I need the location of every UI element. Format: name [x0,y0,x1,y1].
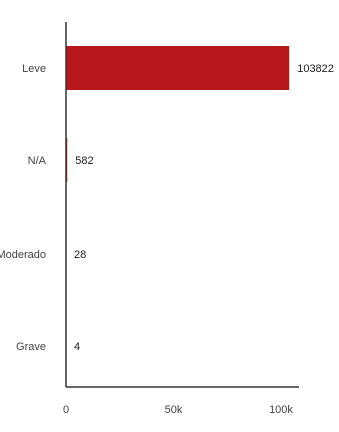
value-label: 4 [74,341,80,353]
category-label-n-a: N/A [28,155,47,167]
x-tick-label: 0 [63,404,69,416]
category-label-moderado: Moderado [0,249,46,261]
bar-leve [66,46,289,90]
value-label: 582 [75,155,93,167]
category-label-leve: Leve [22,63,46,75]
x-tick-label: 50k [165,404,183,416]
x-tick-label: 100k [269,404,293,416]
category-label-grave: Grave [16,341,46,353]
value-label: 28 [74,249,86,261]
value-label: 103822 [297,63,334,75]
